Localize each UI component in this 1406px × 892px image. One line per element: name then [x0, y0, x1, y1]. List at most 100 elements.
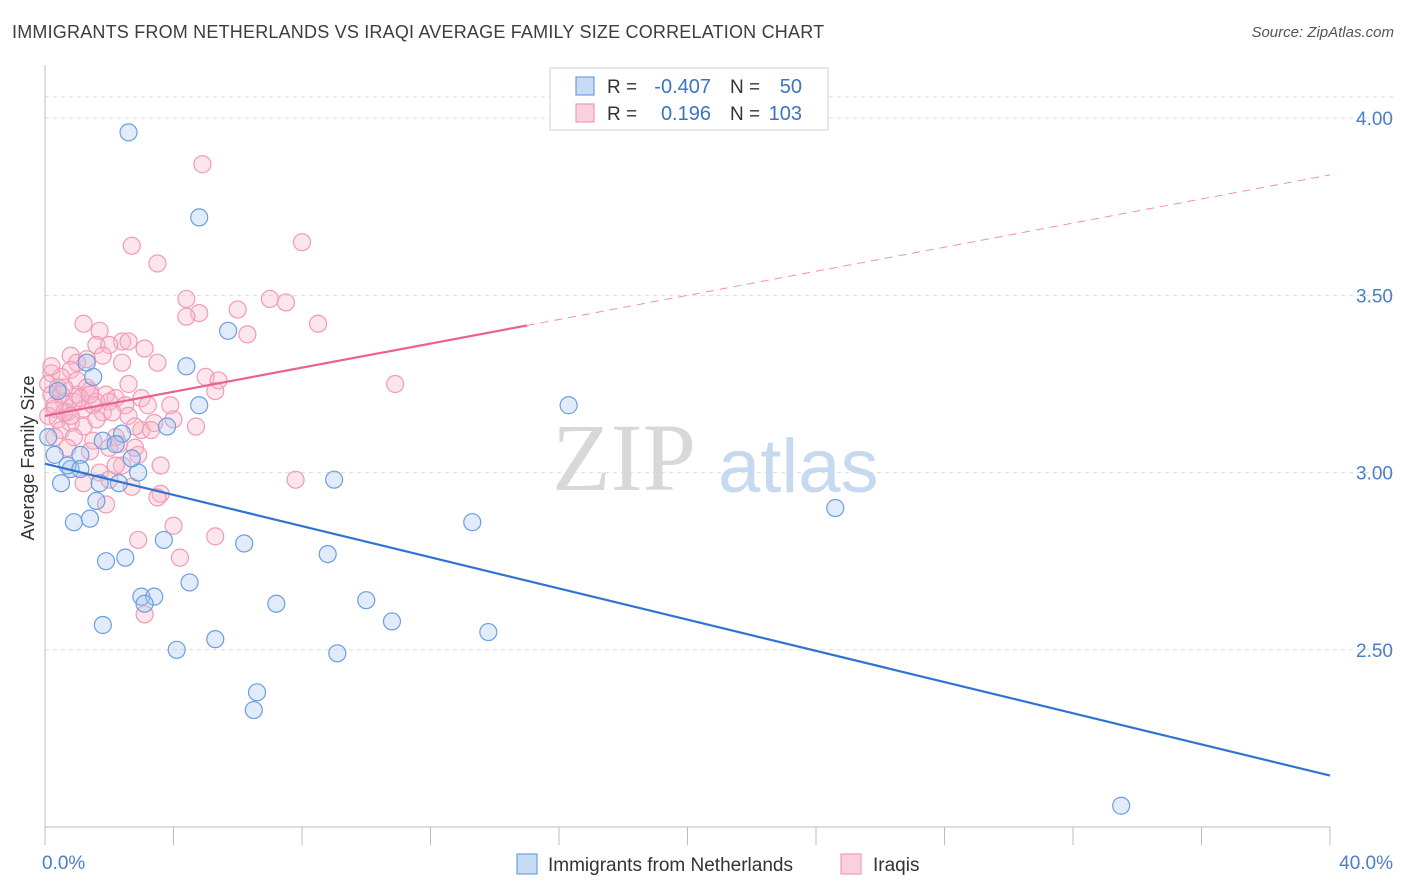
iraqis-point-58 [186, 417, 206, 436]
netherlands-point-10 [71, 445, 90, 464]
netherlands-point-15 [157, 417, 177, 436]
iraqis-point-77 [286, 470, 305, 489]
iraqis-point-90 [112, 353, 132, 372]
netherlands-point-31 [180, 573, 199, 592]
netherlands-point-8 [45, 445, 64, 464]
stats-r-label-1: R = [607, 77, 637, 98]
iraqis-point-95 [71, 389, 90, 408]
iraqis-point-75 [74, 474, 93, 493]
netherlands-point-7 [39, 428, 58, 447]
iraqis-point-15 [119, 332, 138, 351]
netherlands-point-36 [167, 640, 186, 659]
iraqis-point-19 [93, 346, 112, 365]
netherlands-point-22 [80, 509, 100, 528]
netherlands-point-44 [559, 396, 578, 415]
netherlands-point-3 [84, 367, 103, 386]
iraqis-point-4 [177, 289, 196, 309]
iraqis-point-83 [129, 530, 148, 550]
source-label: Source: ZipAtlas.com [1251, 24, 1394, 41]
netherlands-point-26 [116, 548, 135, 567]
iraqis-point-1 [122, 236, 141, 255]
series-legend: Immigrants from Netherlands Iraqis [516, 853, 919, 876]
iraqis-point-71 [151, 456, 170, 475]
stats-r-label-2: R = [607, 104, 637, 125]
y-tick-label-1: 3.00 [1356, 464, 1393, 485]
legend-iraqis-swatch [840, 853, 862, 875]
watermark-zip: ZIP [552, 404, 696, 511]
netherlands-point-40 [247, 683, 267, 702]
netherlands-point-11 [51, 474, 71, 493]
y-axis-title: Average Family Size [18, 376, 38, 541]
stats-legend: R = -0.407 N = 50 R = 0.196 N = 103 [549, 67, 829, 131]
iraqis-point-38 [119, 374, 138, 394]
iraqis-point-84 [170, 548, 190, 567]
iraqis-point-9 [177, 307, 196, 326]
netherlands-point-37 [206, 630, 225, 649]
stats-r-value-1: -0.407 [654, 76, 711, 98]
trend-line-0 [44, 462, 1331, 777]
netherlands-point-48 [106, 435, 125, 454]
chart-title: IMMIGRANTS FROM NETHERLANDS VS IRAQI AVE… [12, 22, 825, 42]
iraqis-point-16 [87, 335, 106, 355]
iraqis-point-3 [292, 233, 312, 252]
y-tick-label-3: 4.00 [1356, 109, 1393, 130]
iraqis-point-18 [100, 335, 119, 355]
watermark: ZIP atlas [552, 404, 879, 511]
iraqis-point-73 [112, 456, 132, 475]
netherlands-point-42 [325, 470, 344, 489]
netherlands-point-45 [826, 498, 845, 518]
legend-iraqis-label: Iraqis [873, 855, 919, 876]
iraqis-point-69 [80, 442, 100, 461]
watermark-atlas: atlas [718, 424, 879, 509]
stats-pink-swatch [575, 103, 595, 123]
netherlands-point-49 [71, 459, 90, 479]
iraqis-point-5 [260, 289, 279, 309]
netherlands-point-21 [64, 513, 84, 532]
legend-netherlands-label: Immigrants from Netherlands [548, 855, 793, 876]
netherlands-point-41 [244, 700, 263, 720]
stats-n-value-2: 103 [769, 103, 802, 125]
iraqis-point-64 [141, 420, 161, 440]
stats-n-label-1: N = [730, 77, 760, 98]
netherlands-point-20 [87, 491, 106, 511]
iraqis-point-86 [42, 357, 61, 376]
iraqis-point-54 [103, 403, 122, 422]
y-tick-label-0: 2.50 [1356, 641, 1393, 662]
iraqis-point-40 [206, 381, 225, 401]
iraqis-point-82 [206, 527, 225, 546]
iraqis-point-81 [164, 516, 183, 535]
netherlands-point-6 [48, 381, 67, 401]
gridlines [45, 96, 1395, 651]
y-tick-labels: 2.50 3.00 3.50 4.00 [1356, 109, 1393, 662]
netherlands-point-35 [382, 612, 402, 631]
iraqis-point-21 [68, 353, 87, 372]
x-tick-label-min: 0.0% [42, 853, 85, 874]
legend-netherlands-swatch [516, 853, 538, 875]
netherlands-point-5 [219, 321, 238, 340]
iraqis-point-24 [61, 360, 80, 379]
stats-n-label-2: N = [730, 104, 760, 125]
netherlands-point-25 [318, 544, 337, 564]
iraqis-points [39, 155, 405, 624]
netherlands-point-33 [357, 591, 376, 610]
iraqis-point-13 [238, 325, 257, 344]
iraqis-point-61 [84, 431, 103, 450]
netherlands-point-0 [119, 123, 138, 142]
netherlands-point-29 [145, 587, 164, 606]
netherlands-point-24 [235, 534, 254, 553]
iraqis-point-47 [161, 396, 180, 415]
trend-line-1 [44, 324, 528, 417]
x-tick-labels: 0.0% 40.0% [42, 853, 1393, 874]
netherlands-point-16 [190, 396, 209, 415]
stats-legend-box [549, 67, 829, 131]
iraqis-point-31 [386, 374, 405, 394]
iraqis-point-48 [164, 410, 183, 429]
trend-line-2 [526, 174, 1331, 326]
iraqis-point-65 [45, 428, 64, 447]
stats-r-value-2: 0.196 [661, 103, 711, 125]
netherlands-point-30 [135, 594, 154, 613]
iraqis-point-6 [276, 293, 296, 312]
iraqis-point-100 [80, 385, 100, 404]
iraqis-point-97 [106, 456, 125, 475]
netherlands-point-4 [177, 357, 196, 376]
